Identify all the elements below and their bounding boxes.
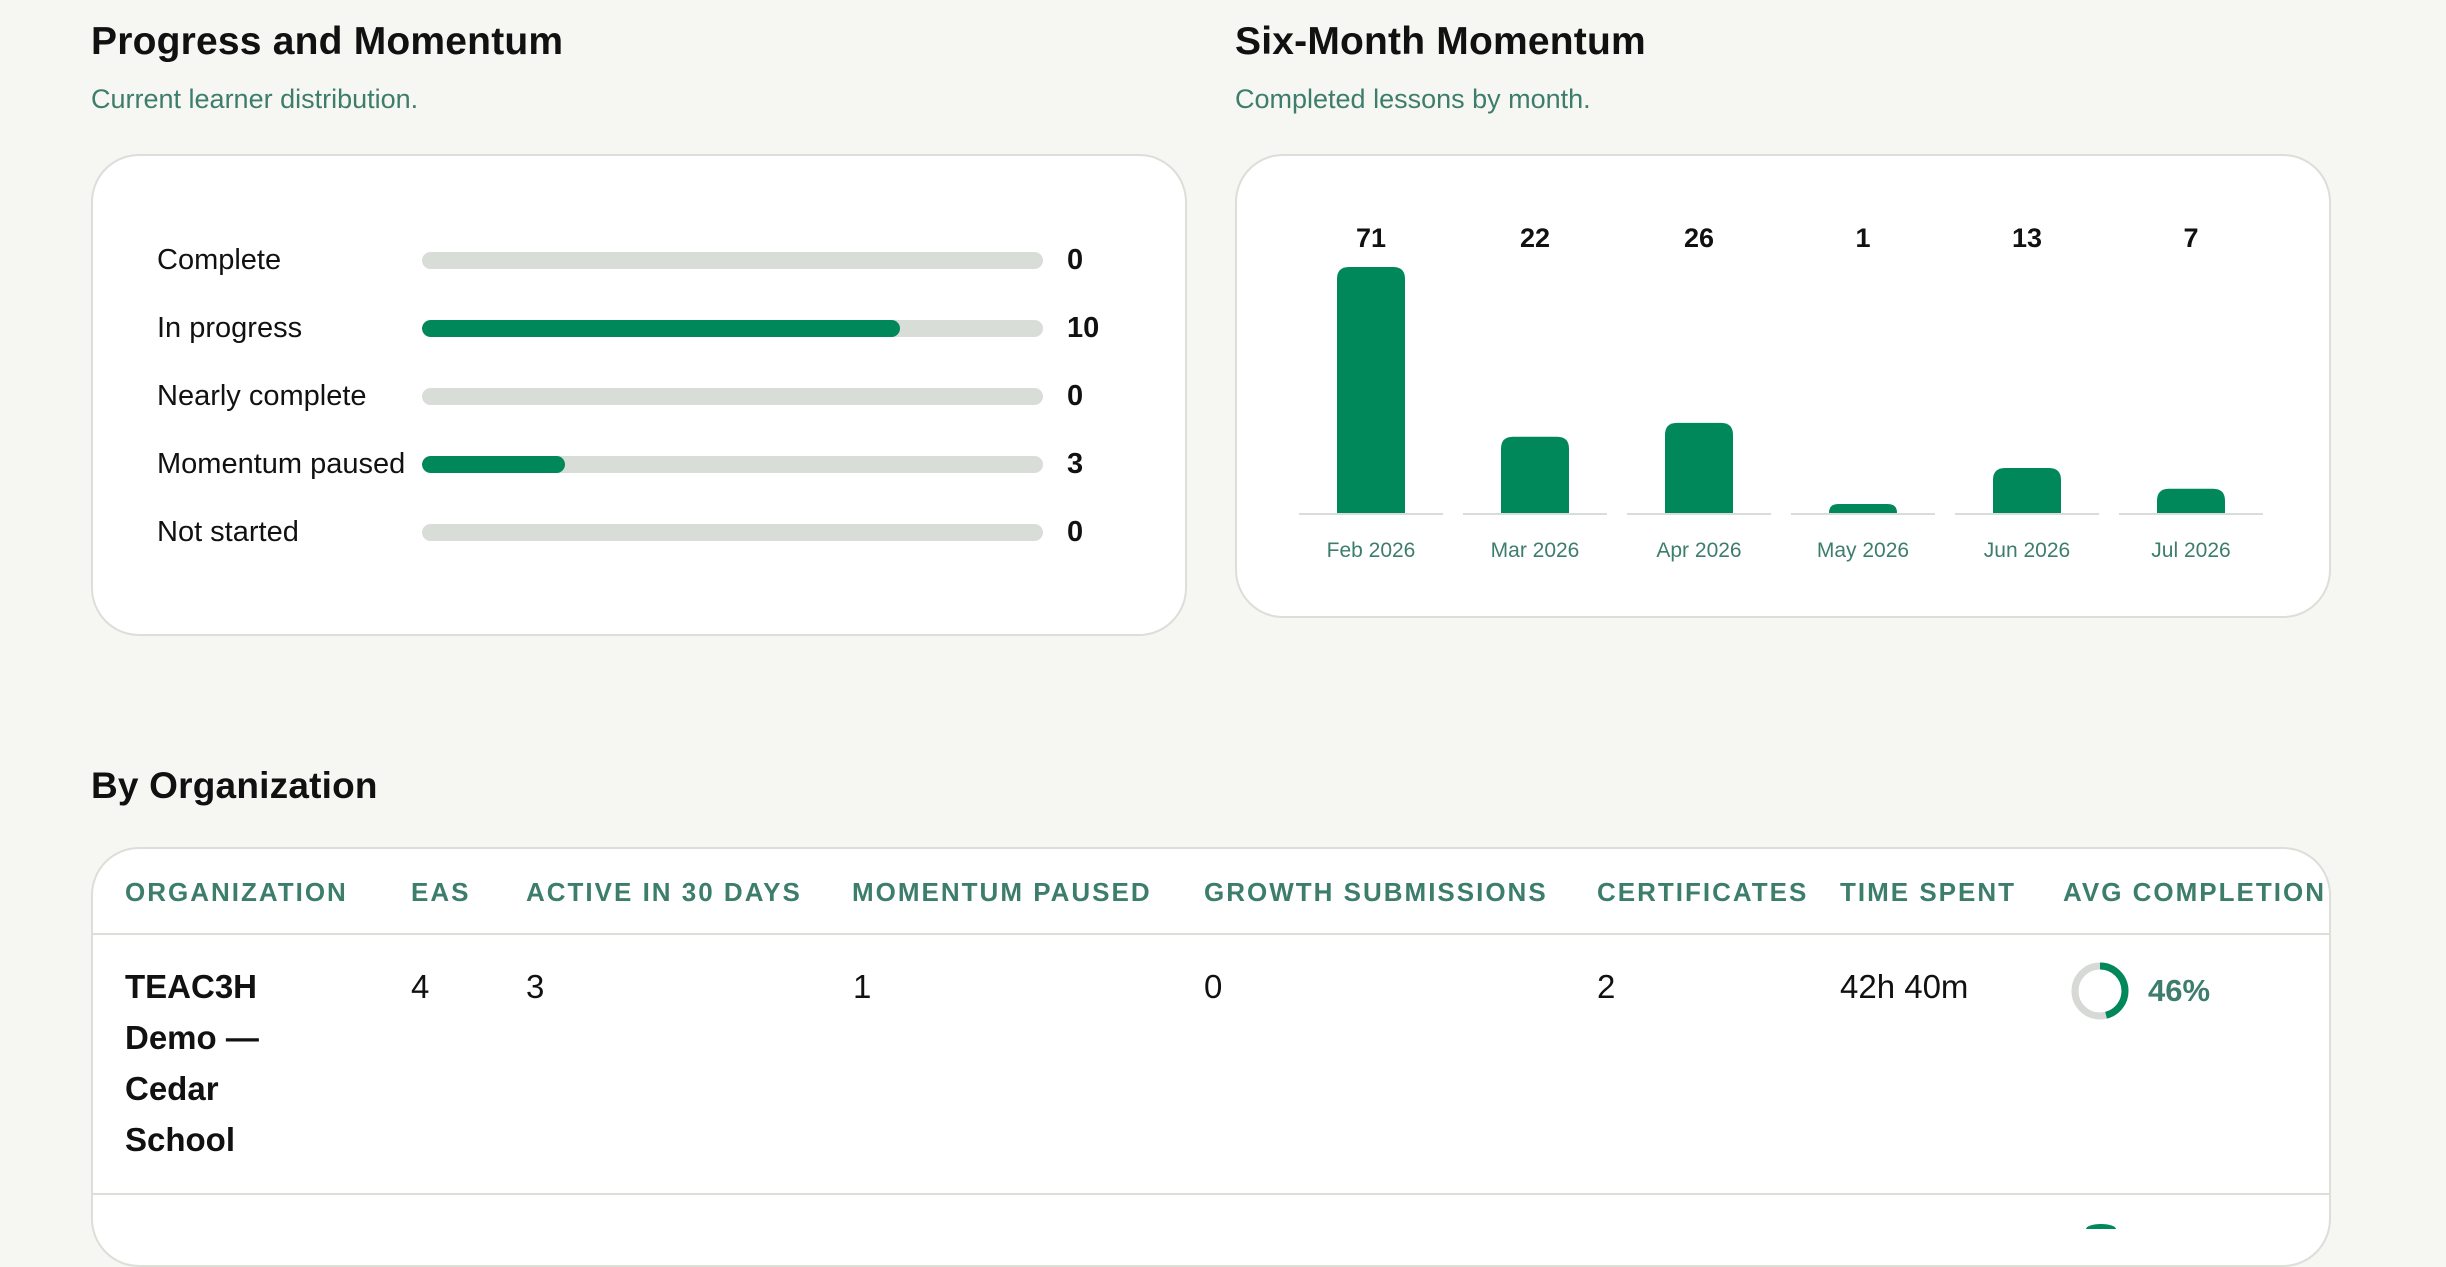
bar-value-label: 13 [2012,223,2042,253]
org-name[interactable]: TEAC3H Demo — Cedar School [125,968,259,1158]
progress-track [422,456,1043,473]
progress-value: 10 [1067,312,1100,344]
bar-value-label: 7 [2183,223,2198,253]
bar-value-label: 22 [1520,223,1550,253]
col-time-spent[interactable]: TIME SPENT [1840,877,2017,907]
bar-category-label: Jul 2026 [2151,539,2230,562]
org-time-spent: 42h 40m [1840,968,1969,1005]
org-table: ORGANIZATION EAS ACTIVE IN 30 DAYS MOMEN… [91,847,2331,1267]
completion-ring-icon [2071,962,2129,1020]
chart-bar[interactable] [1993,467,2061,513]
org-paused: 1 [853,968,872,1005]
momentum-subtitle: Completed lessons by month. [1235,84,1591,114]
progress-subtitle: Current learner distribution. [91,84,419,114]
col-organization[interactable]: ORGANIZATION [125,877,348,907]
org-eas: 4 [411,968,430,1005]
col-momentum-paused[interactable]: MOMENTUM PAUSED [852,877,1152,907]
org-active: 3 [526,968,545,1005]
progress-track [422,524,1043,541]
progress-value: 3 [1067,448,1084,480]
progress-track [422,388,1043,405]
progress-row: Momentum paused 3 [93,444,1185,484]
col-certificates[interactable]: CERTIFICATES [1597,877,1809,907]
progress-row: Complete 0 [93,240,1185,280]
col-avg-completion[interactable]: AVG COMPLETION [2063,877,2326,907]
progress-track [422,252,1043,269]
chart-bar[interactable] [2157,488,2225,513]
progress-title: Progress and Momentum [91,20,564,63]
progress-row: In progress 10 [93,308,1185,348]
progress-label: Momentum paused [157,448,406,480]
avg-completion-value: 46% [2148,973,2211,1008]
progress-label: Nearly complete [157,380,367,412]
table-row[interactable]: TEAC3H Demo — Cedar School 4 3 1 0 2 42h… [93,935,2329,1193]
progress-row: Nearly complete 0 [93,376,1185,416]
momentum-title: Six-Month Momentum [1235,20,1646,63]
row-divider [93,1193,2329,1195]
momentum-card: 71 Feb 2026 22 Mar 2026 26 Apr 2026 1 May 2026 1… [1235,154,2331,618]
progress-value: 0 [1067,380,1084,412]
org-title: By Organization [91,765,378,806]
bar-category-label: Apr 2026 [1656,539,1741,562]
chart-bar[interactable] [1337,267,1405,513]
chart-bar[interactable] [1501,436,1569,513]
progress-label: In progress [157,312,303,344]
org-certificates: 2 [1597,968,1616,1005]
progress-value: 0 [1067,244,1084,276]
chart-bar[interactable] [1665,422,1733,513]
chart-bar[interactable] [1829,504,1897,513]
org-growth: 0 [1204,968,1223,1005]
progress-value: 0 [1067,516,1084,548]
progress-row: Not started 0 [93,512,1185,552]
col-active-30-days[interactable]: ACTIVE IN 30 DAYS [526,877,802,907]
progress-fill [422,320,901,337]
bar-category-label: Jun 2026 [1984,539,2070,562]
bar-category-label: Mar 2026 [1491,539,1580,562]
next-row-ring-icon [2086,1224,2116,1234]
col-eas[interactable]: EAS [411,877,471,907]
bar-value-label: 26 [1684,223,1714,253]
progress-track [422,320,1043,337]
progress-label: Complete [157,244,282,276]
bar-category-label: Feb 2026 [1327,539,1416,562]
momentum-bar-chart: 71 Feb 2026 22 Mar 2026 26 Apr 2026 1 May 2026 1… [1299,223,2263,562]
progress-card: Complete 0 In progress 10 Nearly complete 0 Mo… [91,154,1187,636]
progress-label: Not started [157,516,299,548]
progress-fill [422,456,565,473]
avg-completion-cell: 46% [2068,959,2210,1023]
bar-value-label: 1 [1855,223,1870,253]
bar-category-label: May 2026 [1817,539,1909,562]
org-table-header: ORGANIZATION EAS ACTIVE IN 30 DAYS MOMEN… [93,849,2329,935]
col-growth-submissions[interactable]: GROWTH SUBMISSIONS [1204,877,1548,907]
bar-value-label: 71 [1356,223,1386,253]
